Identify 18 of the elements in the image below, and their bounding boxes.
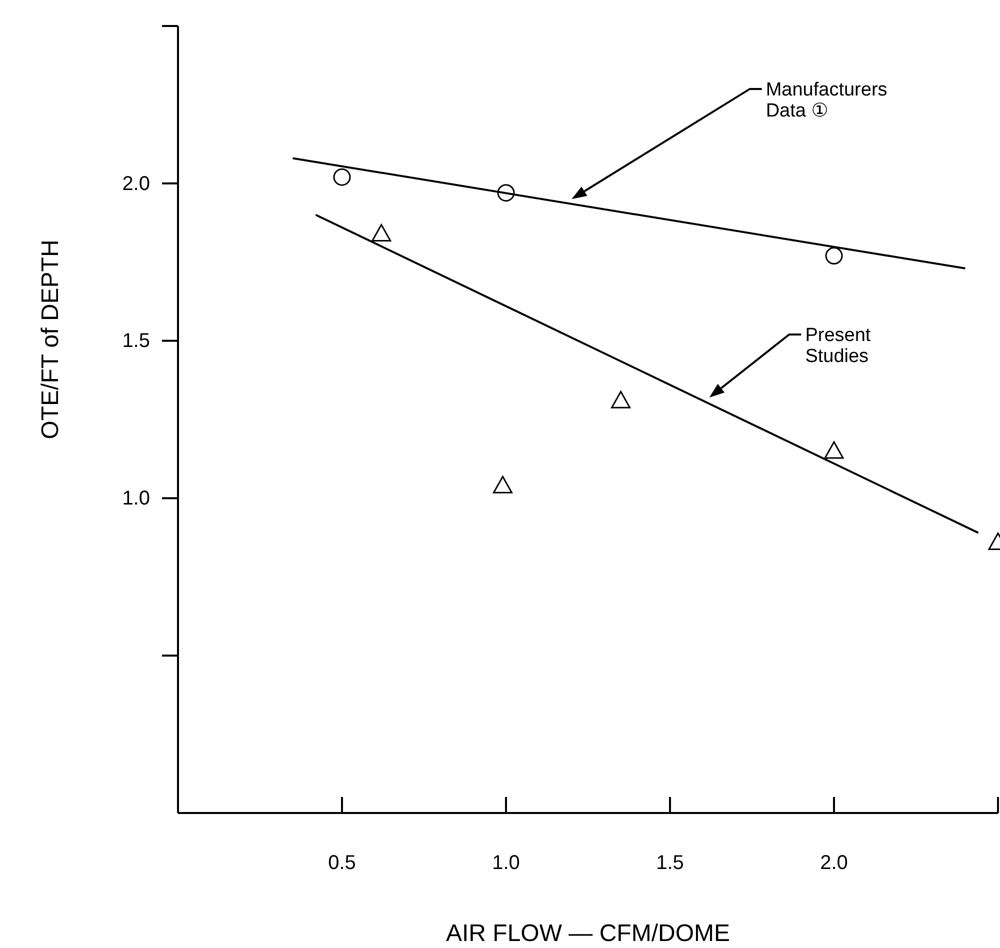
- y-tick-label: 1.0: [122, 488, 150, 510]
- x-tick-label: 2.0: [820, 852, 848, 874]
- point: [497, 184, 515, 202]
- annotation: Manufacturers Data ①: [766, 80, 888, 122]
- y-tick-label: 2.0: [122, 172, 150, 195]
- point: [492, 476, 512, 494]
- annotation: Present Studies: [805, 325, 872, 368]
- point: [824, 441, 844, 459]
- x-tick-label: 1.5: [656, 852, 684, 874]
- y-tick-label: 1.5: [122, 330, 150, 352]
- point: [333, 168, 351, 186]
- point: [372, 224, 392, 242]
- y-axis-title: OTE/FT of DEPTH: [37, 240, 64, 440]
- x-tick-label: 1.0: [492, 852, 520, 874]
- x-axis-title: AIR FLOW — CFM/DOME: [446, 920, 730, 947]
- point: [611, 390, 631, 408]
- point: [825, 247, 843, 265]
- x-tick-label: 0.5: [328, 852, 356, 874]
